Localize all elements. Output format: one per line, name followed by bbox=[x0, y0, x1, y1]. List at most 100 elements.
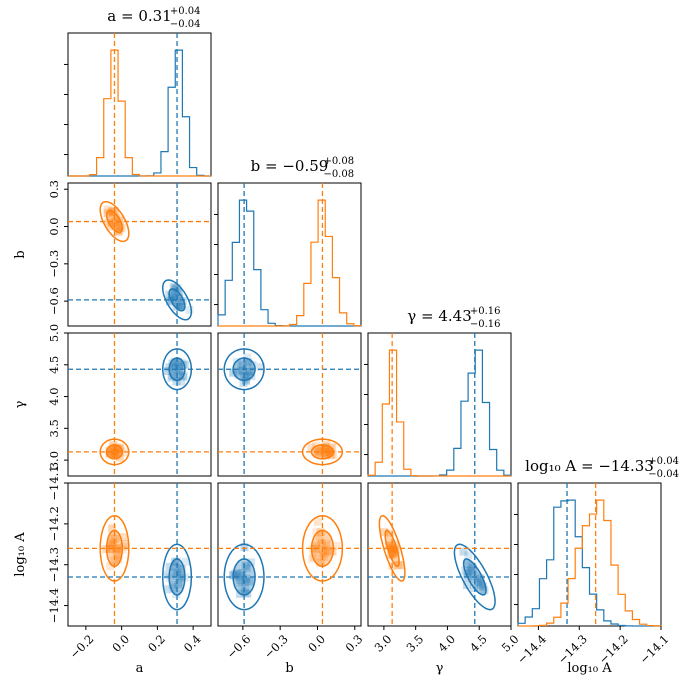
ytick-log10A: −14.4 bbox=[47, 588, 61, 623]
density-cell bbox=[169, 584, 178, 593]
density-cell bbox=[169, 283, 178, 292]
ytick-b: 0.3 bbox=[47, 180, 61, 198]
density-cell bbox=[177, 565, 186, 574]
density-cell bbox=[171, 290, 180, 299]
density-cell bbox=[240, 588, 249, 597]
xlabel-log10A: log₁₀ A bbox=[567, 661, 612, 676]
density-cell bbox=[108, 533, 117, 542]
contour-outer-blue bbox=[161, 279, 193, 321]
density-cell bbox=[171, 297, 180, 306]
density-cell bbox=[321, 451, 330, 460]
xtick-b: 0.3 bbox=[343, 632, 366, 655]
title-err-up-gamma: +0.16 bbox=[470, 306, 501, 317]
title-err-down-gamma: −0.16 bbox=[470, 319, 501, 330]
panel-frame-a-gamma bbox=[67, 332, 212, 477]
density-cell bbox=[243, 353, 252, 362]
density-cell bbox=[323, 448, 332, 457]
density-cell bbox=[309, 553, 318, 562]
density-cell bbox=[384, 541, 393, 550]
ytick-b: −0.3 bbox=[47, 250, 61, 278]
ytick-gamma: 5.0 bbox=[47, 324, 61, 342]
density-cell bbox=[111, 545, 120, 554]
density-cell bbox=[173, 564, 182, 573]
ylabel-log10A: log₁₀ A bbox=[13, 532, 28, 577]
density-cell bbox=[107, 542, 116, 551]
density-cell bbox=[237, 577, 246, 586]
scatter-panel-a-gamma bbox=[67, 332, 212, 477]
density-cell bbox=[238, 568, 247, 577]
density-cell bbox=[245, 577, 254, 586]
panel-frame-a-log10A bbox=[67, 482, 212, 627]
panel-frame-a-b bbox=[67, 182, 212, 327]
density-cell bbox=[114, 555, 123, 564]
density-cell bbox=[174, 581, 183, 590]
ytick-b: 0.0 bbox=[47, 217, 61, 235]
density-cell bbox=[181, 557, 190, 566]
density-cell bbox=[389, 547, 398, 556]
density-cell bbox=[392, 546, 401, 555]
density-cell bbox=[467, 561, 476, 570]
density-cell bbox=[238, 583, 247, 592]
density-cell bbox=[110, 556, 119, 565]
density-cell bbox=[163, 366, 172, 375]
density-cell bbox=[238, 361, 247, 370]
density-cell bbox=[237, 360, 246, 369]
density-cell bbox=[114, 550, 123, 559]
scatter-panel-a-log10A bbox=[67, 482, 212, 627]
title-gamma: γ = 4.43 bbox=[407, 307, 471, 325]
density-cell bbox=[175, 300, 184, 309]
xtick-log10A: −14.1 bbox=[637, 632, 672, 667]
scatter-panel-gamma-log10A bbox=[367, 482, 512, 627]
panel-frame-b-log10A bbox=[217, 482, 362, 627]
density-cell bbox=[115, 226, 124, 235]
density-cell bbox=[322, 445, 331, 454]
density-cell bbox=[119, 542, 128, 551]
density-cell bbox=[171, 293, 180, 302]
density-cell bbox=[114, 449, 123, 458]
density-cell bbox=[243, 371, 252, 380]
density-cell bbox=[112, 546, 121, 555]
hist-gamma-blue bbox=[368, 349, 512, 477]
xtick-b: 0.0 bbox=[305, 632, 328, 655]
hist-log10A-orange bbox=[517, 499, 662, 627]
hist-b-blue bbox=[217, 199, 361, 327]
xtick-a: −0.2 bbox=[67, 632, 97, 662]
density-cell bbox=[244, 358, 253, 367]
density-cell bbox=[165, 562, 174, 571]
contour-outer-orange bbox=[378, 514, 406, 582]
xtick-gamma: 4.5 bbox=[467, 632, 490, 655]
density-cell bbox=[118, 533, 127, 542]
density-cell bbox=[312, 545, 321, 554]
density-cell bbox=[180, 360, 189, 369]
panel-frame-gamma-log10A bbox=[367, 482, 512, 627]
title-log10A: log₁₀ A = −14.33 bbox=[525, 457, 654, 475]
xlabel-b: b bbox=[285, 661, 293, 676]
density-cell bbox=[170, 583, 179, 592]
density-cell bbox=[325, 447, 334, 456]
density-cell bbox=[468, 564, 477, 573]
density-cell bbox=[116, 222, 125, 231]
density-cell bbox=[112, 213, 121, 222]
density-cell bbox=[108, 524, 117, 533]
density-cell bbox=[248, 361, 257, 370]
density-cell bbox=[176, 302, 185, 311]
density-cell bbox=[163, 585, 172, 594]
contour-outer-blue bbox=[161, 348, 193, 391]
density-cell bbox=[115, 445, 124, 454]
density-cell bbox=[313, 517, 322, 526]
density-cell bbox=[231, 569, 240, 578]
density-cell bbox=[241, 585, 250, 594]
density-cell bbox=[323, 546, 332, 555]
ytick-log10A: −14.3 bbox=[47, 547, 61, 582]
density-cell bbox=[174, 579, 183, 588]
hist-a-blue bbox=[68, 49, 212, 177]
density-cell bbox=[105, 450, 114, 459]
xtick-b: −0.6 bbox=[224, 632, 254, 662]
density-cell bbox=[103, 205, 112, 214]
density-cell bbox=[241, 577, 250, 586]
ytick-log10A: −14.2 bbox=[47, 506, 61, 541]
title-err-up-log10A: +0.04 bbox=[648, 456, 679, 467]
xtick-gamma: 3.0 bbox=[372, 632, 395, 655]
density-cell bbox=[316, 558, 325, 567]
density-cell bbox=[168, 371, 177, 380]
